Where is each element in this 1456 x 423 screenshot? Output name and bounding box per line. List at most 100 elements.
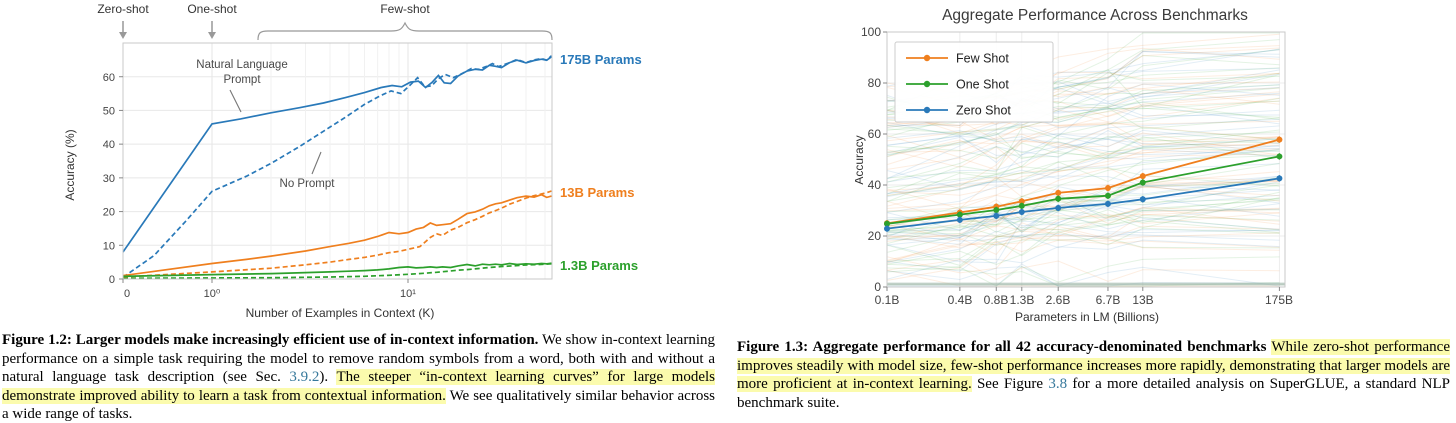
series-175b-params-natural-language-prompt — [122, 56, 552, 253]
series-13b-params-no-prompt — [122, 190, 552, 278]
right-chart-series — [884, 136, 1283, 232]
marker-icon — [1276, 153, 1283, 160]
marker-icon — [1018, 202, 1025, 209]
right-xtick-0.4b: 0.4B — [948, 293, 973, 307]
few-shot-brace-icon — [257, 21, 553, 41]
right-ytick-40: 40 — [868, 178, 882, 192]
marker-icon — [993, 206, 1000, 213]
legend-label-one-shot: One Shot — [956, 78, 1009, 92]
in-context-learning-chart: 0 10 20 30 40 50 60 0 10⁰ 10¹ Number of … — [63, 2, 642, 320]
label-175b-params: 175B Params — [560, 52, 642, 67]
marker-icon — [1018, 198, 1025, 205]
one-shot-arrow-icon — [208, 21, 216, 39]
marker-icon — [1055, 189, 1062, 196]
caption-section-link[interactable]: 3.9.2 — [289, 369, 320, 386]
legend-marker-icon — [923, 54, 931, 62]
series-few-shot — [886, 138, 1280, 225]
right-xtick-6.7b: 6.7B — [1096, 293, 1121, 307]
label-1.3b-params: 1.3B Params — [560, 258, 638, 273]
zero-shot-label: Zero-shot — [97, 2, 149, 16]
aggregate-performance-chart: Aggregate Performance Across Benchmarks … — [855, 7, 1293, 324]
marker-icon — [956, 211, 963, 218]
left-ytick-20: 20 — [103, 207, 115, 219]
series-13b-params-natural-language-prompt — [122, 193, 552, 277]
right-xtick-175b: 175B — [1265, 293, 1293, 307]
label-13b-params: 13B Params — [560, 185, 634, 200]
nl-prompt-pointer-line — [229, 89, 242, 113]
left-xaxis-label: Number of Examples in Context (K) — [246, 306, 435, 320]
no-prompt-label: No Prompt — [280, 178, 336, 190]
marker-icon — [1139, 196, 1146, 203]
left-xtick-10: 10¹ — [400, 288, 416, 300]
nl-prompt-label-line2: Prompt — [223, 74, 261, 86]
right-xaxis-label: Parameters in LM (Billions) — [1015, 310, 1159, 324]
marker-icon — [884, 220, 890, 227]
left-ytick-60: 60 — [103, 72, 115, 84]
left-ytick-30: 30 — [103, 173, 115, 185]
right-chart-title: Aggregate Performance Across Benchmarks — [942, 7, 1248, 24]
legend-label-zero-shot: Zero Shot — [956, 104, 1011, 118]
figure-1-2-caption: Figure 1.2: Larger models make increasin… — [2, 331, 716, 423]
right-ytick-60: 60 — [868, 127, 882, 141]
legend-marker-icon — [923, 80, 931, 88]
marker-icon — [884, 225, 890, 232]
caption-text-segment: Figure 1.3: Aggregate performance for al… — [737, 339, 1267, 355]
figure-1-3-caption: Figure 1.3: Aggregate performance for al… — [737, 338, 1450, 412]
right-xtick-1.3b: 1.3B — [1010, 293, 1035, 307]
caption-text-segment: We show in-context learning performance … — [2, 332, 715, 386]
marker-icon — [1276, 175, 1283, 182]
right-plot-border — [886, 31, 1286, 288]
marker-icon — [1055, 204, 1062, 211]
left-xtick-0: 0 — [124, 288, 130, 300]
right-xtick-13b: 13B — [1132, 293, 1153, 307]
legend-marker-icon — [923, 106, 931, 114]
right-xtick-0.8b: 0.8B — [984, 293, 1009, 307]
caption-text-segment: for a more detailed analysis on SuperGLU… — [737, 376, 1450, 411]
series-1-3b-params-natural-language-prompt — [122, 262, 552, 278]
series-175b-params-no-prompt — [122, 55, 553, 278]
series-one-shot — [886, 155, 1280, 225]
right-xtick-0.1b: 0.1B — [875, 293, 900, 307]
marker-icon — [1139, 173, 1146, 180]
zero-shot-arrow-icon — [119, 21, 127, 39]
left-yaxis-label: Accuracy (%) — [63, 129, 77, 200]
legend-label-few-shot: Few Shot — [956, 52, 1009, 66]
marker-icon — [1139, 179, 1146, 186]
left-ytick-10: 10 — [103, 240, 115, 252]
marker-icon — [1104, 200, 1111, 207]
caption-text-segment: ). — [319, 369, 337, 386]
left-ytick-50: 50 — [103, 106, 115, 118]
nl-prompt-label-line1: Natural Language — [196, 59, 287, 71]
legend-box — [894, 41, 1054, 123]
right-ytick-100: 100 — [861, 25, 881, 39]
series-1-3b-params-no-prompt — [122, 262, 552, 280]
left-plot-border — [122, 42, 553, 280]
marker-icon — [1055, 195, 1062, 202]
marker-icon — [1018, 209, 1025, 216]
marker-icon — [956, 216, 963, 223]
caption-text-segment: Figure 1.2: Larger models make increasin… — [2, 332, 539, 348]
right-chart-tickmarks — [883, 31, 1280, 291]
left-ytick-40: 40 — [103, 139, 115, 151]
caption-text-segment: See Figure — [971, 376, 1049, 393]
right-ytick-20: 20 — [868, 229, 882, 243]
marker-icon — [1276, 136, 1283, 143]
caption-section-link[interactable]: 3.8 — [1048, 376, 1068, 393]
left-chart-gridlines — [123, 43, 552, 279]
one-shot-label: One-shot — [187, 2, 237, 16]
marker-icon — [993, 212, 1000, 219]
right-ytick-0: 0 — [874, 280, 881, 294]
left-chart-series — [122, 55, 553, 280]
no-prompt-pointer-line — [311, 151, 322, 175]
right-xtick-2.6b: 2.6B — [1046, 293, 1071, 307]
marker-icon — [1104, 192, 1111, 199]
left-chart-tickmarks — [119, 76, 409, 283]
left-ytick-0: 0 — [109, 274, 115, 286]
left-xtick-1: 10⁰ — [204, 288, 221, 300]
right-ytick-80: 80 — [868, 76, 882, 90]
series-zero-shot — [886, 177, 1280, 230]
caption-text-segment: We see qualitatively similar behavior ac… — [2, 387, 715, 423]
right-yaxis-label: Accuracy — [855, 135, 866, 184]
few-shot-label: Few-shot — [380, 2, 430, 16]
